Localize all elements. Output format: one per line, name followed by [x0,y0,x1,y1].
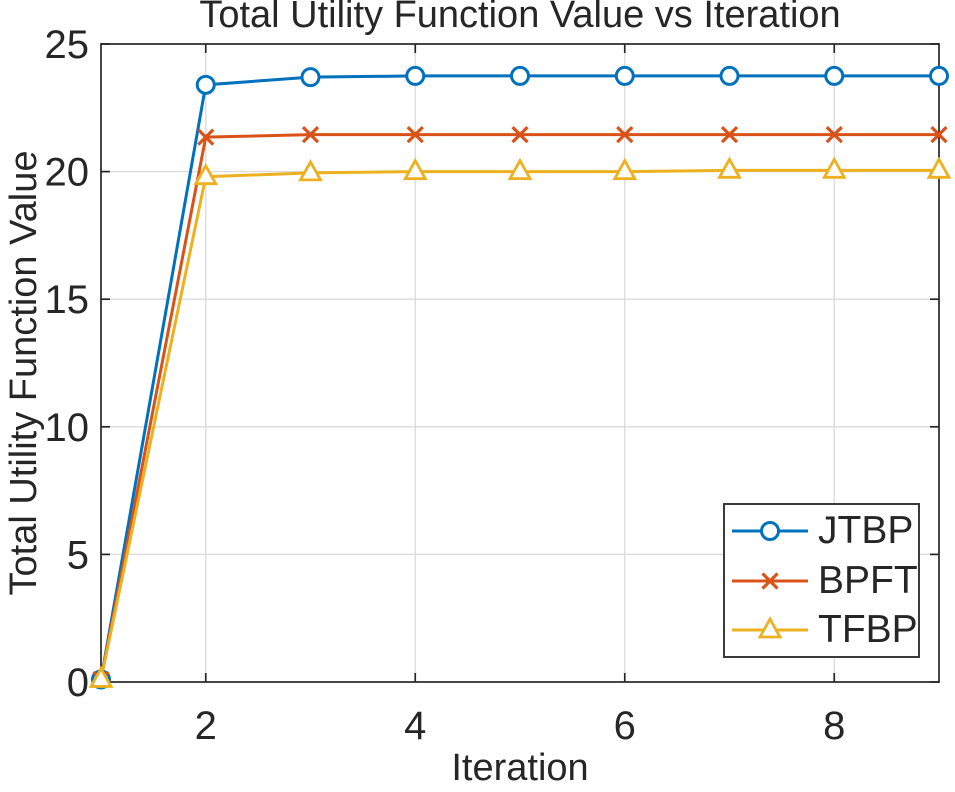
x-marker-icon [511,125,529,144]
circle-marker-icon [614,65,635,86]
x-tick-label: 4 [404,704,426,748]
triangle-marker-icon [612,157,638,181]
x-marker-icon [825,125,843,144]
legend-item-bpft: BPFT [728,558,918,604]
chart-title: Total Utility Function Value vs Iteratio… [199,0,841,36]
circle-marker-icon [300,67,321,88]
legend-label-tfbp: TFBP [818,607,918,651]
x-marker-icon [616,125,634,144]
x-tick-label: 8 [823,704,845,748]
triangle-marker-icon [507,157,533,181]
triangle-marker-icon [88,665,114,688]
x-axis-label: Iteration [451,747,589,789]
y-tick-label: 25 [45,23,90,67]
y-tick-label: 0 [67,661,89,705]
y-tick-label: 10 [45,406,90,450]
x-marker-icon [930,125,948,144]
x-marker-icon [301,125,320,144]
x-marker-icon [720,125,739,144]
circle-marker-icon [929,65,949,86]
circle-marker-icon [510,65,530,86]
circle-marker-icon [195,74,216,95]
legend: JTBP BPFT TFBP [723,503,920,658]
triangle-marker-icon [298,158,323,182]
x-marker-icon [197,128,215,146]
axes-box [100,43,940,683]
x-marker-icon [761,571,779,590]
circle-marker-icon [719,65,740,86]
circle-marker-icon [824,65,845,86]
circle-marker-icon [760,521,780,542]
triangle-marker-icon [402,157,428,181]
triangle-marker-icon [757,615,783,639]
triangle-marker-icon [926,156,952,179]
y-tick-label: 20 [45,151,90,195]
legend-line-circle-icon [732,521,808,542]
legend-label-jtbp: JTBP [818,509,914,553]
legend-line-triangle-icon [732,615,808,639]
circle-marker-icon [405,65,426,86]
legend-label-bpft: BPFT [818,558,918,602]
triangle-marker-icon [193,162,219,186]
x-tick-label: 2 [195,704,217,748]
x-marker-icon [406,125,424,144]
x-tick-label: 6 [614,704,636,748]
y-tick-label: 15 [45,278,90,322]
legend-item-jtbp: JTBP [728,508,918,554]
legend-line-x-icon [732,571,808,590]
triangle-marker-icon [821,156,847,179]
legend-item-tfbp: TFBP [728,607,918,653]
triangle-marker-icon [717,156,742,179]
y-tick-label: 5 [67,533,89,577]
